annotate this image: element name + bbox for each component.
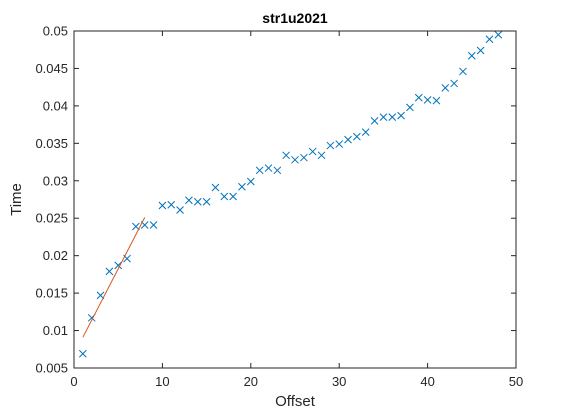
y-tick-label: 0.025 [35, 211, 68, 226]
x-tick-label: 10 [155, 374, 169, 389]
y-tick-label: 0.04 [43, 98, 68, 113]
y-tick-label: 0.035 [35, 136, 68, 151]
x-tick-label: 40 [420, 374, 434, 389]
y-axis-label: Time [8, 183, 25, 216]
chart-title: str1u2021 [262, 10, 328, 26]
x-tick-label: 0 [70, 374, 77, 389]
y-tick-label: 0.02 [43, 248, 68, 263]
plot-area [74, 31, 516, 368]
y-tick-label: 0.015 [35, 286, 68, 301]
y-tick-label: 0.01 [43, 323, 68, 338]
x-axis-label: Offset [275, 393, 316, 410]
x-tick-label: 50 [509, 374, 523, 389]
y-tick-label: 0.005 [35, 361, 68, 376]
y-tick-label: 0.045 [35, 61, 68, 76]
x-tick-label: 20 [244, 374, 258, 389]
y-tick-label: 0.05 [43, 24, 68, 39]
y-tick-label: 0.03 [43, 173, 68, 188]
x-tick-label: 30 [332, 374, 346, 389]
